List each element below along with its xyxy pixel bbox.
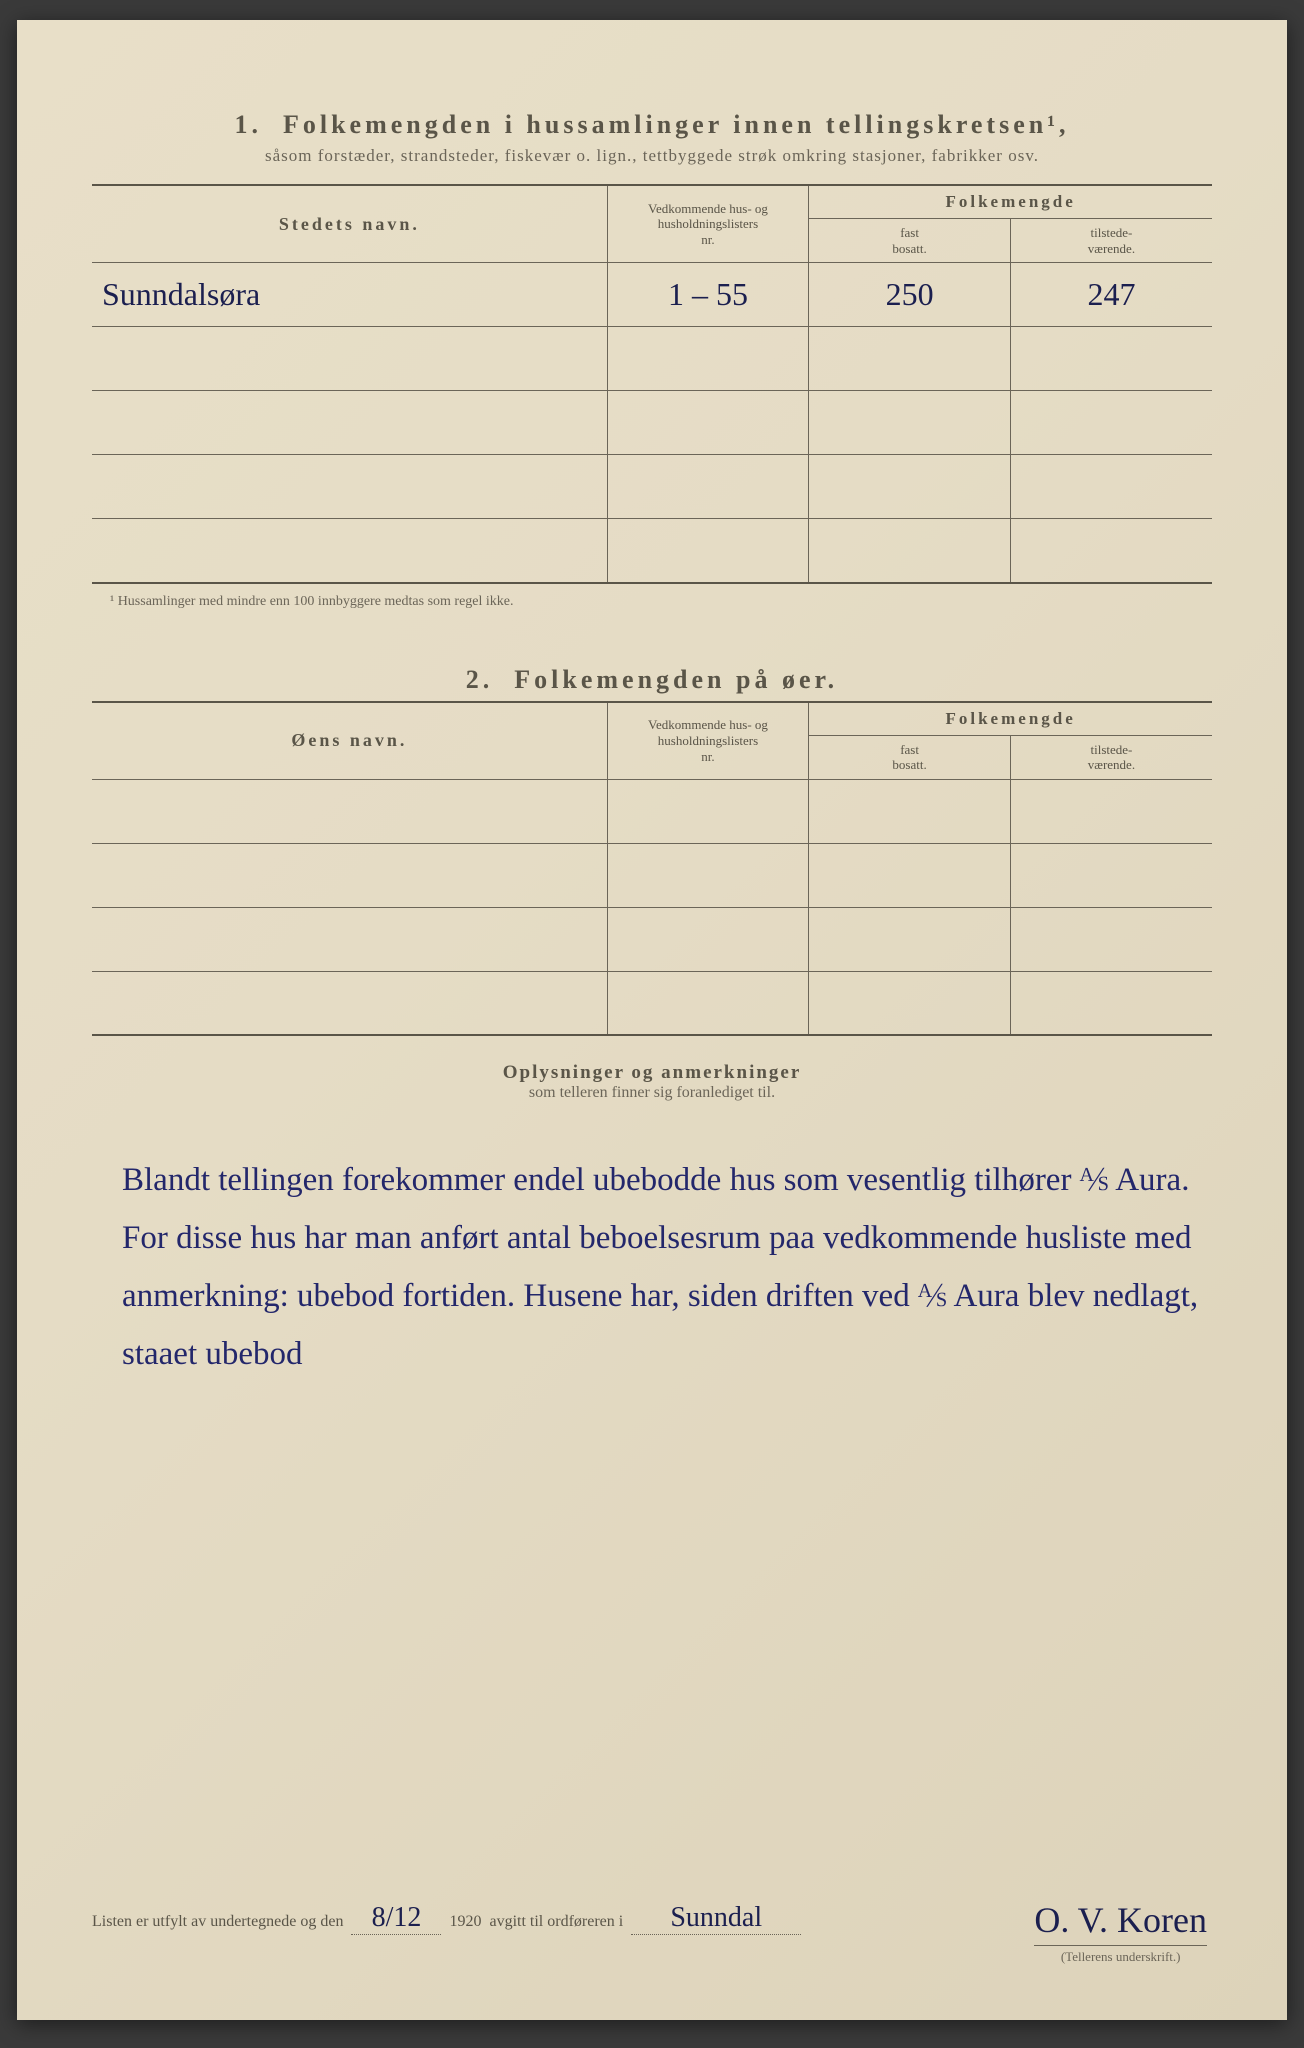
footer-year: 1920 bbox=[449, 1913, 481, 1931]
table-row bbox=[92, 391, 1212, 455]
section2-number: 2. bbox=[466, 665, 494, 694]
cell-fast: 250 bbox=[886, 276, 934, 312]
section1-title-text: Folkemengden i hussamlinger innen tellin… bbox=[283, 110, 1070, 139]
table-row bbox=[92, 519, 1212, 583]
hdr-tilstede-2: tilstede- værende. bbox=[1010, 735, 1212, 779]
hdr-listers-nr: Vedkommende hus- og husholdningslisters … bbox=[607, 185, 809, 263]
table-row bbox=[92, 971, 1212, 1035]
table-row bbox=[92, 843, 1212, 907]
table-row bbox=[92, 907, 1212, 971]
hdr-tilstede: tilstede- værende. bbox=[1010, 219, 1212, 263]
section2-title-text: Folkemengden på øer. bbox=[514, 665, 838, 694]
census-form-page: 1. Folkemengden i hussamlinger innen tel… bbox=[17, 20, 1287, 2020]
table-row bbox=[92, 779, 1212, 843]
section1-number: 1. bbox=[234, 110, 262, 139]
hdr-stedets-navn: Stedets navn. bbox=[92, 185, 607, 263]
remarks-title: Oplysninger og anmerkninger bbox=[92, 1062, 1212, 1084]
hdr-fast-bosatt: fast bosatt. bbox=[809, 219, 1011, 263]
table-row: Sunndalsøra 1 – 55 250 247 bbox=[92, 263, 1212, 327]
cell-til: 247 bbox=[1087, 276, 1135, 312]
hdr-listers-nr-2: Vedkommende hus- og husholdningslisters … bbox=[607, 702, 809, 780]
section1-title: 1. Folkemengden i hussamlinger innen tel… bbox=[92, 110, 1212, 140]
section2-title: 2. Folkemengden på øer. bbox=[92, 665, 1212, 695]
footer-date: 8/12 bbox=[372, 1902, 422, 1933]
table-oer: Øens navn. Vedkommende hus- og husholdni… bbox=[92, 701, 1212, 1037]
signature-caption: (Tellerens underskrift.) bbox=[1034, 1945, 1207, 1965]
section1-footnote: ¹ Hussamlinger med mindre enn 100 innbyg… bbox=[110, 594, 1212, 610]
table-row bbox=[92, 455, 1212, 519]
table-row bbox=[92, 327, 1212, 391]
cell-nr: 1 – 55 bbox=[668, 276, 748, 312]
remarks-handwriting: Blandt tellingen forekommer endel ubebod… bbox=[92, 1152, 1212, 1652]
remarks-subtitle: som telleren finner sig foranlediget til… bbox=[92, 1084, 1212, 1102]
footer-place: Sunndal bbox=[670, 1902, 762, 1933]
hdr-fast-bosatt-2: fast bosatt. bbox=[809, 735, 1011, 779]
footer-prefix: Listen er utfylt av undertegnede og den bbox=[92, 1913, 343, 1931]
signature-block: O. V. Koren (Tellerens underskrift.) bbox=[1034, 1901, 1207, 1965]
cell-name: Sunndalsøra bbox=[102, 276, 260, 312]
hdr-oens-navn: Øens navn. bbox=[92, 702, 607, 780]
hdr-folkemengde: Folkemengde bbox=[809, 185, 1212, 219]
footer-mid: avgitt til ordføreren i bbox=[489, 1913, 623, 1931]
signature: O. V. Koren bbox=[1034, 1901, 1207, 1941]
hdr-folkemengde-2: Folkemengde bbox=[809, 702, 1212, 736]
table-hussamlinger: Stedets navn. Vedkommende hus- og hushol… bbox=[92, 184, 1212, 584]
section1-subtitle: såsom forstæder, strandsteder, fiskevær … bbox=[92, 146, 1212, 166]
